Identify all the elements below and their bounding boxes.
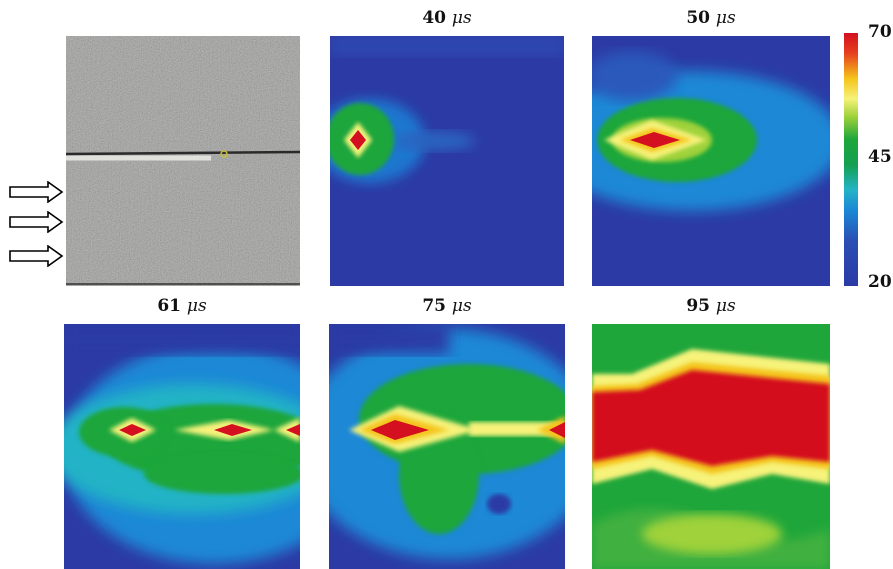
colorbar-tick-max: 70 xyxy=(868,22,892,42)
time-unit: μs xyxy=(186,296,207,316)
right-arrow-outline-icon xyxy=(9,211,64,233)
colorbar xyxy=(844,33,858,286)
thermal-map-61us xyxy=(64,324,300,569)
panel-label-50: 50 μs xyxy=(592,8,830,28)
thermal-map-40us xyxy=(330,36,564,286)
thermal-map-50us xyxy=(592,36,830,286)
time-unit: μs xyxy=(715,8,736,28)
time-value: 50 xyxy=(686,8,710,28)
time-value: 75 xyxy=(422,296,446,316)
panel-label-40: 40 μs xyxy=(329,8,565,28)
time-unit: μs xyxy=(451,8,472,28)
thermal-map-95us xyxy=(592,324,830,569)
time-value: 61 xyxy=(157,296,181,316)
time-unit: μs xyxy=(715,296,736,316)
specimen-photo xyxy=(66,36,300,286)
right-arrow-outline-icon xyxy=(9,181,64,203)
colorbar-tick-min: 20 xyxy=(868,272,892,292)
right-arrow-outline-icon xyxy=(9,245,64,267)
panel-label-61: 61 μs xyxy=(64,296,300,316)
panel-label-95: 95 μs xyxy=(592,296,830,316)
time-value: 95 xyxy=(686,296,710,316)
time-unit: μs xyxy=(451,296,472,316)
panel-label-75: 75 μs xyxy=(329,296,565,316)
colorbar-tick-mid: 45 xyxy=(868,147,892,167)
time-value: 40 xyxy=(422,8,446,28)
thermal-map-75us xyxy=(329,324,565,569)
